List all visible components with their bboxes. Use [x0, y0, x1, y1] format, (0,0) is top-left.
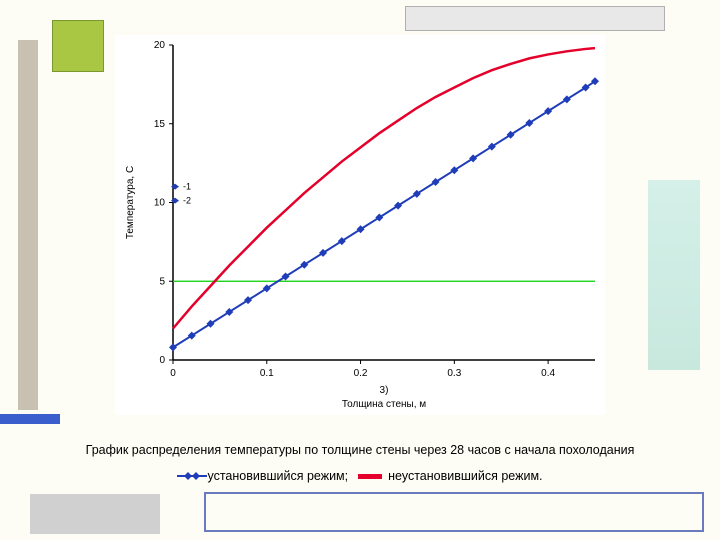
svg-text:0.3: 0.3	[447, 368, 461, 379]
svg-text:Толщина стены, м: Толщина стены, м	[342, 399, 426, 410]
deco-blue-bar	[0, 414, 60, 424]
svg-text:10: 10	[154, 198, 166, 209]
svg-text:0.2: 0.2	[354, 368, 368, 379]
legend-item-steady: установившийся режим;	[177, 466, 348, 486]
svg-text:5: 5	[159, 276, 165, 287]
red-line-icon	[358, 474, 382, 479]
legend-label-steady: установившийся режим;	[207, 466, 348, 486]
svg-text:3): 3)	[380, 385, 389, 396]
svg-text:Температура, С: Температура, С	[125, 166, 136, 239]
deco-left-tan	[18, 40, 38, 410]
svg-text:0: 0	[170, 368, 176, 379]
svg-text:-2: -2	[183, 196, 191, 206]
svg-text:0.1: 0.1	[260, 368, 274, 379]
chart-caption: График распределения температуры по толщ…	[80, 440, 640, 460]
diamond-icon	[177, 471, 201, 481]
svg-text:20: 20	[154, 40, 166, 51]
svg-text:0.4: 0.4	[541, 368, 555, 379]
deco-right-grad	[648, 180, 700, 370]
deco-top-rect	[405, 6, 665, 31]
deco-bottom-border	[204, 492, 704, 532]
legend-row: установившийся режим; неустановившийся р…	[80, 466, 640, 486]
svg-text:0: 0	[159, 355, 165, 366]
svg-text:15: 15	[154, 119, 166, 130]
temperature-chart: 0 5 10 15 20 0 0.1 0.2 0.3 0.4 Температура, С Толщи…	[115, 35, 605, 415]
chart-container: 0 5 10 15 20 0 0.1 0.2 0.3 0.4 Температура, С Толщи…	[115, 35, 605, 415]
svg-text:-1: -1	[183, 182, 191, 192]
caption-block: График распределения температуры по толщ…	[80, 440, 640, 486]
deco-bottom-left	[30, 494, 160, 534]
legend-item-unsteady: неустановившийся режим.	[358, 466, 542, 486]
deco-olive-square	[52, 20, 104, 72]
legend-label-unsteady: неустановившийся режим.	[388, 466, 542, 486]
